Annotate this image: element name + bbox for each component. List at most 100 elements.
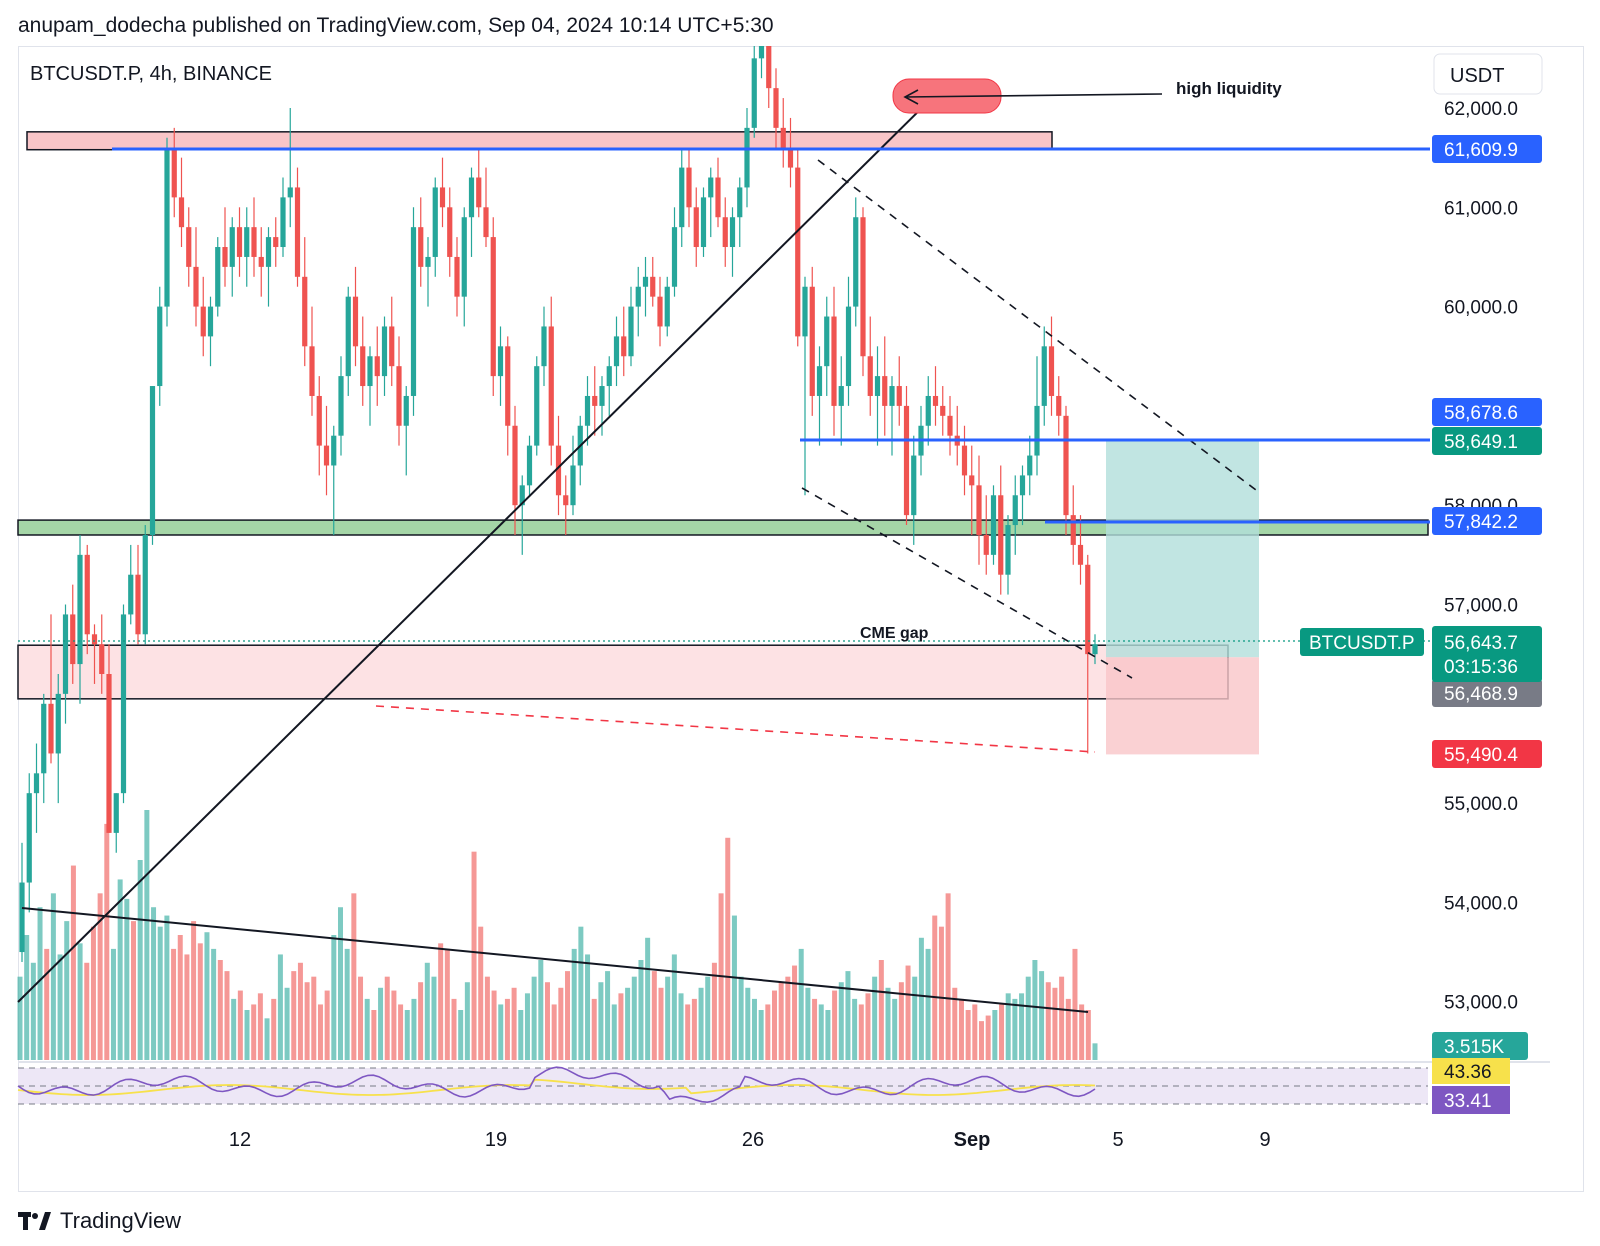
candle [548, 296, 554, 466]
volume-bar [618, 993, 624, 1060]
volume-bar [625, 987, 631, 1060]
volume-bar [351, 893, 357, 1060]
volume-bar [611, 1004, 617, 1060]
volume-bar [264, 1018, 270, 1060]
volume-bar [731, 915, 737, 1060]
volume-bar [491, 990, 497, 1060]
y-tick-label: 60,000.0 [1444, 298, 1518, 319]
volume-bar [297, 962, 303, 1060]
last-price-symbol: BTCUSDT.P [1309, 633, 1415, 654]
volume-bar [638, 960, 644, 1060]
candle [911, 435, 917, 545]
volume-bar [1032, 960, 1038, 1060]
volume-bar [1079, 1004, 1085, 1060]
rsi-tag [1432, 1086, 1510, 1114]
candle [345, 286, 351, 396]
candle [128, 544, 134, 625]
volume-bar [658, 987, 664, 1060]
price-tags: 61,609.9 58,678.6 58,649.1 57,842.2 56,468.9… [1432, 135, 1542, 768]
volume-bar [384, 976, 390, 1060]
volume-bar [358, 976, 364, 1060]
y-tick-label: 62,000.0 [1444, 99, 1518, 120]
long-position-target [1106, 440, 1259, 658]
volume-bar [605, 971, 611, 1060]
candle [360, 316, 366, 406]
volume-bar [464, 982, 470, 1060]
volume-bar [371, 1010, 377, 1060]
candle [1012, 475, 1018, 555]
candle [947, 395, 953, 456]
volume-value: 3.515K [1444, 1037, 1505, 1058]
volume-tag [1432, 1032, 1528, 1060]
volume-bar [191, 921, 197, 1060]
volume-bar [471, 851, 477, 1060]
candle [258, 227, 264, 297]
volume-bar [1072, 948, 1078, 1060]
candle [584, 376, 591, 446]
currency-button[interactable] [1433, 53, 1543, 95]
candle [454, 237, 460, 317]
candle [650, 256, 656, 307]
candle [534, 356, 540, 456]
candle [1056, 376, 1062, 436]
volume-bar [845, 971, 851, 1060]
volume-bar [484, 976, 490, 1060]
x-tick-label: 9 [1259, 1129, 1270, 1151]
candle [998, 465, 1004, 595]
candle [447, 187, 453, 277]
volume-bar [344, 948, 350, 1060]
candle [84, 544, 90, 655]
y-axis: 62,000.061,000.060,000.058,000.057,000.0… [1444, 99, 1518, 1014]
volume-bar [438, 943, 444, 1060]
candle [1005, 515, 1011, 595]
volume-bar [1039, 971, 1045, 1060]
candle [969, 445, 975, 535]
currency-label: USDT [1450, 65, 1504, 87]
candle [867, 316, 873, 416]
volume-bar [337, 907, 343, 1060]
candle [164, 137, 170, 327]
candle [693, 187, 699, 267]
candle [1041, 326, 1047, 426]
volume-bar [992, 1010, 998, 1060]
volume-bar [204, 932, 210, 1060]
volume-bar [1012, 998, 1018, 1060]
volume-bar [805, 987, 811, 1060]
candle [207, 296, 214, 367]
candle [809, 266, 815, 416]
volume-bar [518, 1010, 524, 1060]
price-tag [1432, 398, 1542, 426]
volume-bar [885, 987, 891, 1060]
candle [1092, 634, 1098, 665]
tradingview-logo[interactable]: TradingView [18, 1208, 181, 1234]
volume-bar [698, 987, 704, 1060]
volume-bar [458, 1010, 464, 1060]
candle [229, 217, 235, 297]
candle [236, 207, 243, 277]
volume-bar [952, 987, 958, 1060]
volume-layer [17, 810, 1098, 1060]
candle [352, 266, 359, 367]
long-position-stop [1106, 657, 1259, 755]
volume-bar [284, 987, 290, 1060]
candle [381, 316, 388, 396]
volume-bar [131, 921, 137, 1060]
volume-bar [999, 1004, 1005, 1060]
candle [468, 167, 475, 257]
volume-bar [905, 965, 911, 1060]
candle [795, 147, 801, 347]
volume-bar [224, 971, 230, 1060]
candle [1077, 515, 1084, 585]
candle [323, 405, 330, 496]
candle [802, 276, 808, 496]
volume-bar [725, 837, 731, 1060]
price-tag-label: 57,842.2 [1444, 512, 1518, 533]
candle [896, 356, 902, 426]
candle [889, 376, 895, 456]
volume-bar [551, 1004, 557, 1060]
volume-bar [271, 998, 277, 1060]
red-dashed-line [375, 705, 1096, 753]
candle [331, 425, 337, 535]
volume-bar [424, 962, 430, 1060]
